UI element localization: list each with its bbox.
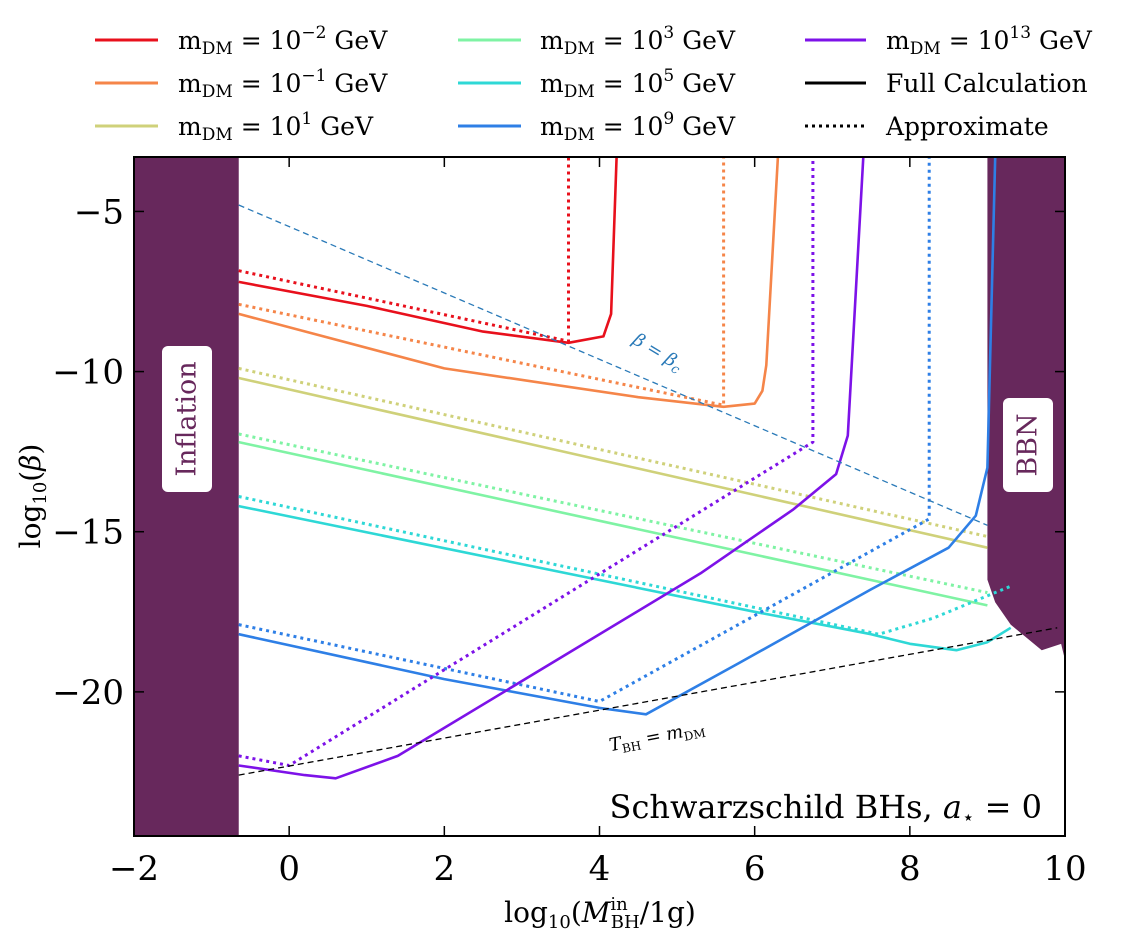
x-tick-label: 2 [434,849,456,889]
legend-label: mDM = 109 GeV [540,109,736,145]
series-line-3 [238,157,726,407]
svg-text:BBN: BBN [1013,413,1044,476]
series-line-4 [238,376,988,549]
plot-area [134,157,1065,836]
legend-label: mDM = 105 GeV [540,66,736,102]
series-line-12 [238,157,865,780]
x-tick-label: −2 [109,849,159,889]
legend-label: Approximate [885,112,1049,141]
x-tick-label: 4 [589,849,611,889]
x-axis-label: log10(Min BH/1g) [504,894,696,933]
series-line-8 [238,504,1012,652]
x-tick-label: 10 [1043,849,1086,889]
plot-frame [133,156,1066,837]
y-tick-label: −20 [52,673,124,713]
series-line-6 [238,440,988,607]
series-line-0 [238,157,618,345]
legend-label: mDM = 10−2 GeV [178,23,388,59]
legend-label: mDM = 10−1 GeV [178,66,388,102]
series-line-5 [238,366,988,538]
plot-annotation-case: Schwarzschild BHs, a⋆ = 0 [610,788,1042,829]
legend-label: mDM = 101 GeV [178,109,374,145]
bbn-label: BBN [1003,398,1053,492]
inflation-label: Inflation [162,346,212,492]
series-line-13 [238,157,815,767]
y-tick-label: −15 [52,513,124,553]
legend: mDM = 10−2 GeV mDM = 10−1 GeV mDM = 101 … [95,23,1093,145]
inflation-region [134,157,239,836]
series-line-2 [238,157,780,409]
beta-c-annotation: β = βc [627,329,688,379]
series-line-1 [238,157,570,343]
excluded-regions [134,157,1065,836]
legend-label: mDM = 103 GeV [540,23,736,59]
series-line-15 [238,627,1058,776]
series-lines [238,157,1058,780]
y-tick-label: −10 [52,353,124,393]
legend-label: mDM = 1013 GeV [886,23,1093,59]
svg-text:Inflation: Inflation [172,361,203,476]
y-tick-label: −5 [74,192,124,232]
series-line-11 [238,157,931,703]
x-axis: −2 0 2 4 6 8 10 [109,157,1087,889]
x-tick-label: 6 [744,849,766,889]
series-line-14 [238,204,988,526]
tbh-annotation: TBH = mDM [607,717,706,758]
series-line-7 [238,432,988,595]
series-line-10 [238,157,997,716]
x-tick-label: 0 [278,849,300,889]
y-axis-label: log10(β) [14,444,51,549]
legend-label: Full Calculation [886,69,1088,98]
y-axis: −5 −10 −15 −20 [52,192,1065,713]
x-tick-label: 8 [899,849,921,889]
